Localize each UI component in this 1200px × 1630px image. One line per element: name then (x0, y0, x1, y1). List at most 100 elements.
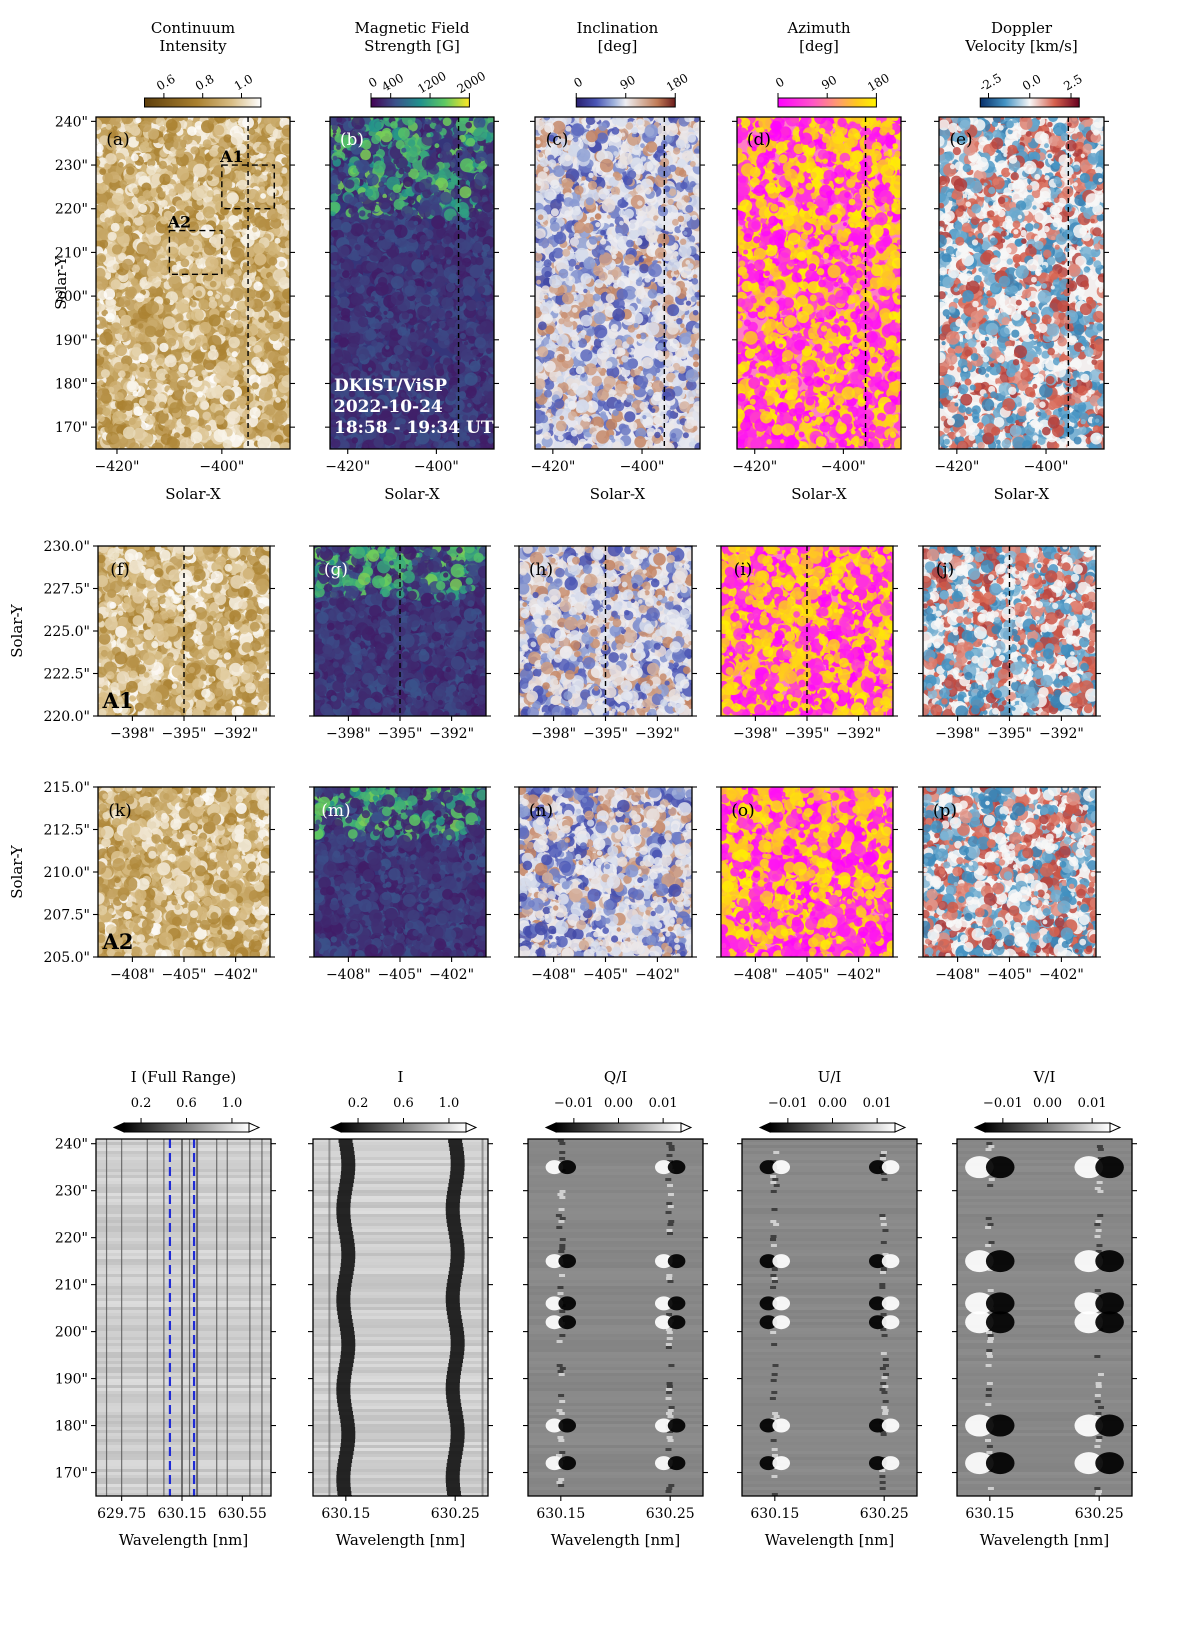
texture-cell (193, 164, 207, 178)
texture-cell (223, 389, 235, 401)
texture-cell (207, 175, 213, 181)
texture-cell (99, 168, 106, 175)
texture-cell (209, 314, 221, 326)
texture-cell (96, 388, 109, 401)
texture-cell (460, 333, 466, 339)
texture-cell (189, 339, 195, 345)
colorbar-3: Inclination[deg]0 90 180 (571, 19, 690, 107)
texture-cell (326, 311, 336, 321)
x-axis-label: Solar-X (165, 485, 221, 503)
texture-cell (121, 112, 133, 124)
texture-cell (175, 313, 183, 321)
texture-cell (176, 200, 186, 210)
texture-cell (177, 168, 189, 180)
texture-cell (181, 380, 188, 387)
texture-cell (148, 277, 153, 282)
y-tick-label: 180" (55, 376, 88, 392)
colorbar-bar (778, 98, 876, 107)
texture-cell (266, 302, 275, 311)
texture-cell (127, 380, 139, 392)
texture-cell (267, 209, 278, 220)
texture-cell (279, 346, 289, 356)
texture-cell (138, 226, 145, 233)
texture-cell (344, 194, 353, 203)
texture-cell (328, 282, 335, 289)
texture-cell (139, 367, 144, 372)
texture-cell (267, 186, 277, 196)
texture-cell (269, 330, 280, 341)
texture-cell (148, 232, 161, 245)
texture-cell (163, 408, 169, 414)
texture-cell (211, 386, 224, 399)
texture-cell (209, 300, 218, 309)
texture-cell (166, 119, 178, 131)
texture-cell (173, 139, 185, 151)
texture-cell (99, 380, 104, 385)
texture-cell (420, 445, 427, 452)
texture-cell (335, 214, 339, 218)
texture-cell (137, 242, 150, 255)
texture-cell (97, 202, 107, 212)
texture-cell (430, 313, 438, 321)
texture-cell (130, 319, 136, 325)
map-panel-row1-1: 240"230"220"210"200"190"180"170"−420" −40… (52, 111, 296, 503)
texture-cell (112, 411, 125, 424)
texture-cell (282, 288, 293, 299)
texture-cell (112, 214, 121, 223)
texture-cell (200, 224, 214, 238)
colorbar-tick-label: 180 (865, 71, 892, 95)
texture-cell (105, 217, 111, 223)
colorbar-tick-label: 1.0 (232, 72, 256, 94)
texture-cell (139, 353, 149, 363)
texture-cell (253, 243, 265, 255)
texture-cell (159, 191, 165, 197)
texture-cell (249, 149, 255, 155)
texture-cell (489, 341, 496, 348)
texture-cell (231, 288, 244, 301)
texture-cell (231, 133, 243, 145)
texture-cell (98, 415, 105, 422)
texture-cell (108, 232, 117, 241)
texture-cell (279, 261, 285, 267)
colorbar-tick-label: 2000 (455, 69, 488, 96)
texture-cell (426, 330, 436, 340)
texture-cell (367, 213, 372, 218)
texture-cell (163, 316, 176, 329)
texture-cell (232, 351, 238, 357)
texture-cell (223, 246, 229, 252)
texture-cell (191, 309, 204, 322)
texture-cell (105, 153, 116, 164)
colorbar-tick-label: 2.5 (1061, 72, 1085, 94)
colorbar-title: Azimuth (786, 19, 850, 37)
colorbar-tick-label: -2.5 (977, 71, 1004, 95)
texture-cell (159, 161, 167, 169)
texture-cell (119, 296, 130, 307)
colorbar-title: Continuum (151, 19, 235, 37)
texture-cell (440, 150, 453, 163)
texture-cell (352, 437, 358, 443)
y-tick-label: 170" (55, 420, 88, 436)
texture-cell (214, 125, 225, 136)
texture-cell (148, 380, 157, 389)
texture-cell (208, 118, 214, 124)
texture-cell (251, 357, 261, 367)
texture-cell (138, 204, 147, 213)
colorbar-title: Intensity (159, 37, 227, 55)
texture-cell (105, 313, 114, 322)
texture-cell (260, 291, 270, 301)
colorbar-title: Velocity [km/s] (964, 37, 1077, 55)
texture-cell (157, 324, 163, 330)
colorbar-tick-label: 0.8 (193, 72, 217, 94)
texture-cell (231, 248, 245, 262)
texture-cell (254, 169, 261, 176)
texture-cell (111, 223, 120, 232)
texture-cell (220, 207, 229, 216)
texture-cell (146, 415, 156, 425)
texture-cell (215, 294, 220, 299)
texture-cell (186, 239, 194, 247)
texture-cell (260, 136, 266, 142)
y-tick-label: 240" (55, 114, 88, 130)
texture-cell (118, 162, 124, 168)
texture-cell (282, 125, 294, 137)
